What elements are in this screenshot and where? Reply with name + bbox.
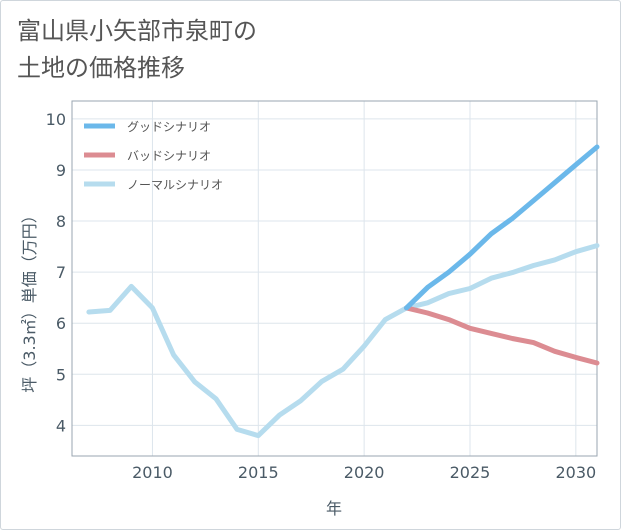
x-tick-label: 2010 bbox=[132, 463, 173, 482]
x-tick-labels: 2010 2015 2020 2025 2030 bbox=[132, 463, 596, 482]
x-axis-label: 年 bbox=[326, 499, 342, 518]
y-tick-label: 8 bbox=[56, 212, 66, 231]
chart-title-line-1: 富山県小矢部市泉町の bbox=[17, 17, 257, 45]
x-tick-label: 2015 bbox=[238, 463, 279, 482]
x-tick-label: 2025 bbox=[450, 463, 491, 482]
legend-label-0: グッドシナリオ bbox=[127, 120, 211, 134]
x-tick-label: 2020 bbox=[344, 463, 385, 482]
y-tick-label: 6 bbox=[56, 314, 66, 333]
y-axis-label: 坪（3.3㎡）単価（万円） bbox=[20, 207, 39, 392]
series-line-0 bbox=[404, 144, 600, 311]
legend-label-1: バッドシナリオ bbox=[127, 149, 211, 163]
y-tick-labels: 4 5 6 7 8 9 10 bbox=[46, 110, 66, 435]
y-tick-label: 9 bbox=[56, 161, 66, 180]
y-tick-label: 10 bbox=[46, 110, 66, 129]
chart-title: 富山県小矢部市泉町の 土地の価格推移 bbox=[17, 13, 257, 87]
y-tick-label: 7 bbox=[56, 263, 66, 282]
series-lines bbox=[86, 144, 600, 439]
series-line-2 bbox=[86, 243, 600, 439]
legend-label-2: ノーマルシナリオ bbox=[127, 178, 223, 192]
chart-title-line-2: 土地の価格推移 bbox=[17, 54, 185, 82]
plot-area-border bbox=[71, 100, 598, 457]
y-tick-label: 5 bbox=[56, 365, 66, 384]
y-tick-label: 4 bbox=[56, 416, 66, 435]
x-tick-label: 2030 bbox=[555, 463, 596, 482]
series-line-1 bbox=[404, 305, 600, 366]
